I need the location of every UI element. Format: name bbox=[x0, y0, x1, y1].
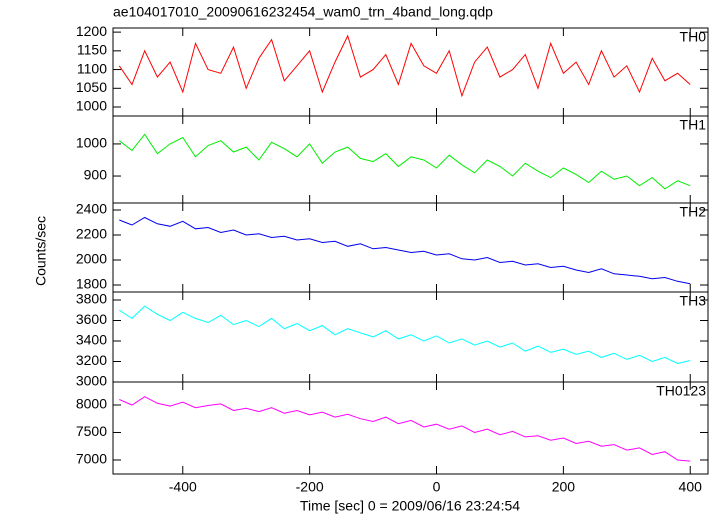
panel-label: TH0 bbox=[680, 29, 707, 45]
y-tick-label: 900 bbox=[84, 167, 108, 183]
data-line bbox=[118, 34, 691, 98]
data-line bbox=[118, 133, 691, 190]
y-tick-label: 1200 bbox=[76, 23, 107, 39]
y-tick-label: 3000 bbox=[76, 373, 107, 389]
x-tick-label: 0 bbox=[433, 479, 441, 495]
y-tick-label: 2400 bbox=[76, 201, 107, 217]
y-tick-label: 1000 bbox=[76, 135, 107, 151]
y-tick-label: 3400 bbox=[76, 332, 107, 348]
x-tick-label: -400 bbox=[169, 479, 197, 495]
panel-label: TH3 bbox=[680, 293, 707, 309]
panel-frame bbox=[112, 291, 709, 383]
y-tick-label: 8000 bbox=[76, 396, 107, 412]
data-line bbox=[119, 396, 691, 462]
panel-frame bbox=[112, 27, 709, 117]
y-tick-label: 1150 bbox=[77, 42, 107, 58]
y-tick-label: 3200 bbox=[76, 352, 107, 368]
y-tick-label: 7000 bbox=[76, 451, 107, 467]
x-tick-label: 400 bbox=[679, 479, 703, 495]
y-tick-label: 1050 bbox=[76, 79, 107, 95]
y-tick-label: 3800 bbox=[76, 291, 107, 307]
y-tick-label: 3600 bbox=[76, 311, 107, 327]
data-line bbox=[119, 305, 691, 365]
data-line bbox=[119, 216, 691, 285]
y-tick-label: 1100 bbox=[77, 60, 107, 76]
x-tick-label: -200 bbox=[296, 479, 324, 495]
y-tick-label: 1800 bbox=[76, 276, 107, 292]
y-tick-label: 2200 bbox=[76, 226, 107, 242]
panel-frame bbox=[112, 381, 709, 475]
y-tick-label: 7500 bbox=[76, 423, 107, 439]
x-tick-label: 200 bbox=[552, 479, 576, 495]
y-tick-label: 1000 bbox=[76, 98, 107, 114]
chart-title: ae104017010_20090616232454_wam0_trn_4ban… bbox=[113, 4, 493, 20]
panel-frame bbox=[112, 115, 709, 204]
panel-frame bbox=[112, 202, 709, 293]
x-axis-label: Time [sec] 0 = 2009/06/16 23:24:54 bbox=[300, 498, 520, 514]
y-axis-label: Counts/sec bbox=[33, 216, 49, 286]
panel-label: TH2 bbox=[680, 204, 707, 220]
y-tick-label: 2000 bbox=[76, 251, 107, 267]
panel-label: TH0123 bbox=[656, 383, 706, 399]
panel-label: TH1 bbox=[680, 117, 707, 133]
